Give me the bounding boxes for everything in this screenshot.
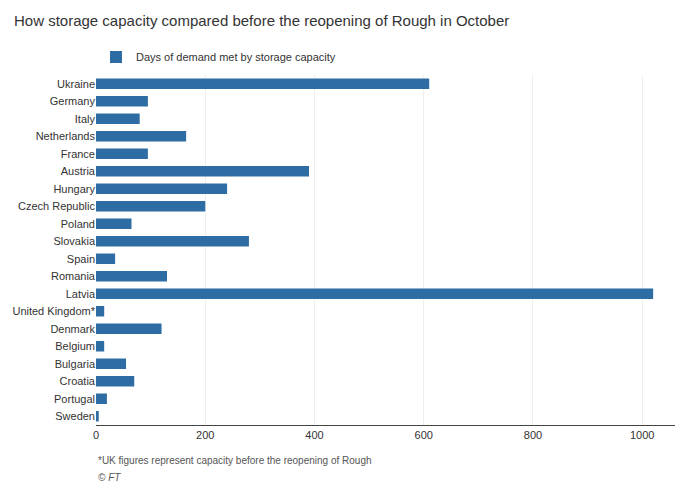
svg-text:Bulgaria: Bulgaria [55, 358, 96, 370]
svg-text:600: 600 [415, 429, 433, 441]
svg-text:Belgium: Belgium [55, 340, 95, 352]
svg-text:Slovakia: Slovakia [53, 235, 95, 247]
svg-text:© FT: © FT [98, 472, 121, 483]
svg-text:United Kingdom*: United Kingdom* [12, 305, 95, 317]
svg-text:Netherlands: Netherlands [36, 130, 96, 142]
svg-text:Ukraine: Ukraine [57, 78, 95, 90]
svg-text:Austria: Austria [61, 165, 96, 177]
svg-text:400: 400 [305, 429, 323, 441]
svg-text:*UK figures represent capacity: *UK figures represent capacity before th… [98, 455, 372, 466]
svg-text:France: France [61, 148, 95, 160]
svg-text:0: 0 [93, 429, 99, 441]
svg-text:Sweden: Sweden [55, 410, 95, 422]
svg-text:800: 800 [524, 429, 542, 441]
svg-text:Spain: Spain [67, 253, 95, 265]
svg-text:Italy: Italy [75, 113, 96, 125]
svg-text:Latvia: Latvia [66, 288, 96, 300]
svg-text:Croatia: Croatia [60, 375, 96, 387]
svg-text:200: 200 [196, 429, 214, 441]
svg-text:Hungary: Hungary [53, 183, 95, 195]
svg-text:Portugal: Portugal [54, 393, 95, 405]
svg-text:Poland: Poland [61, 218, 95, 230]
svg-text:Denmark: Denmark [50, 323, 95, 335]
svg-text:Czech Republic: Czech Republic [18, 200, 96, 212]
svg-text:1000: 1000 [630, 429, 654, 441]
svg-text:How storage capacity compared: How storage capacity compared before the… [14, 12, 509, 29]
svg-text:Germany: Germany [50, 95, 96, 107]
svg-text:Romania: Romania [51, 270, 96, 282]
svg-text:Days of demand met by storage: Days of demand met by storage capacity [136, 51, 336, 63]
